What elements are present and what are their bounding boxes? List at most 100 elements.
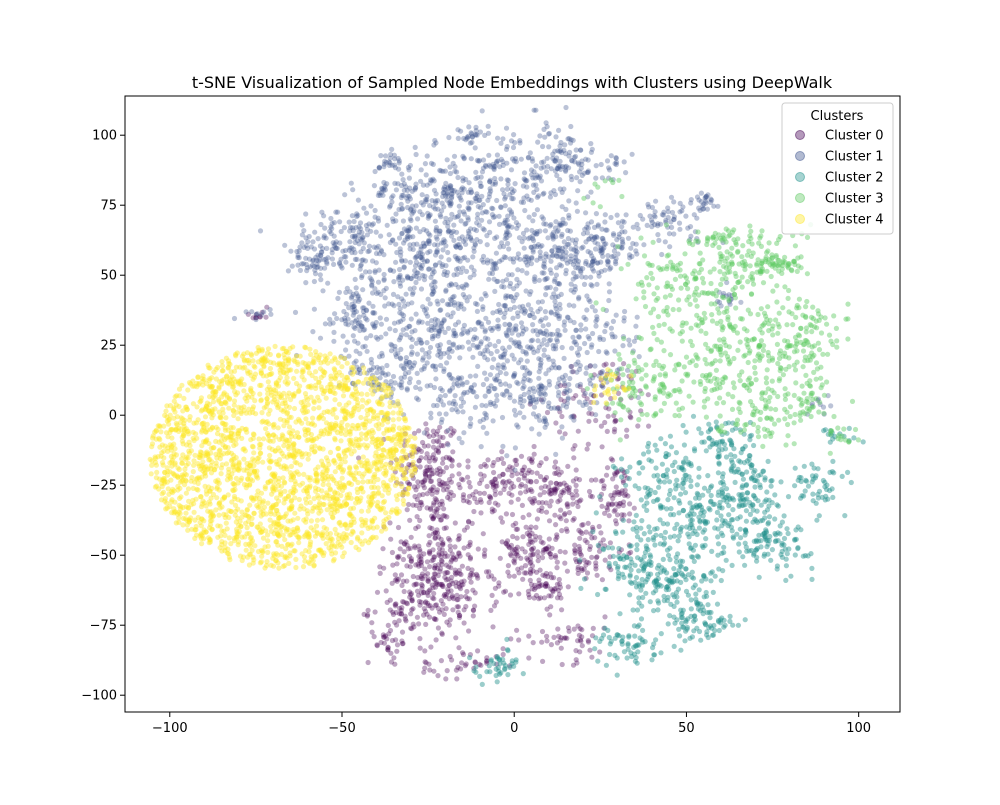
data-point (339, 317, 345, 323)
data-point (377, 192, 383, 198)
data-point (486, 663, 492, 669)
data-point (583, 258, 589, 265)
data-point (627, 342, 633, 348)
data-point (539, 639, 545, 645)
data-point (443, 577, 449, 583)
data-point (437, 568, 443, 575)
data-point (447, 203, 453, 209)
data-point (538, 539, 544, 545)
data-point (719, 294, 726, 300)
data-point (562, 142, 568, 148)
data-point (410, 573, 416, 580)
data-point (569, 345, 575, 351)
data-point (426, 542, 432, 548)
data-point (361, 240, 367, 246)
data-point (751, 493, 757, 499)
data-point (399, 231, 405, 237)
data-point (552, 299, 558, 305)
data-point (540, 323, 546, 329)
data-point (399, 192, 405, 198)
data-point (558, 166, 564, 172)
data-point (599, 444, 605, 450)
data-point (429, 558, 435, 564)
data-point (554, 559, 560, 565)
data-point (384, 181, 390, 187)
data-point (732, 284, 738, 291)
data-point (571, 626, 577, 632)
data-point (481, 473, 487, 479)
data-point (310, 257, 316, 263)
data-point (694, 285, 700, 291)
data-point (543, 292, 549, 298)
data-point (622, 487, 628, 493)
data-point (532, 278, 538, 284)
data-point (496, 580, 502, 586)
data-point (352, 338, 358, 344)
data-point (602, 219, 608, 225)
data-point (374, 642, 380, 648)
data-point (735, 279, 741, 285)
data-point (633, 296, 639, 302)
data-point (615, 390, 622, 396)
data-point (444, 619, 450, 625)
data-point (591, 393, 597, 399)
data-point (625, 642, 631, 648)
data-point (525, 302, 532, 308)
data-point (417, 229, 423, 235)
data-point (717, 337, 723, 343)
data-point (548, 258, 554, 264)
data-point (491, 459, 497, 466)
data-point (612, 426, 618, 432)
data-point (416, 275, 422, 281)
data-point (794, 268, 800, 274)
data-point (410, 209, 416, 215)
data-point (691, 628, 697, 634)
data-point (809, 565, 815, 572)
data-point (314, 261, 320, 267)
data-point (728, 524, 735, 530)
data-point (446, 200, 452, 206)
data-point (676, 498, 682, 504)
data-point (525, 478, 531, 484)
data-point (645, 449, 652, 455)
data-point (558, 291, 564, 297)
data-point (417, 505, 423, 512)
data-point (426, 473, 432, 479)
data-point (604, 371, 610, 377)
data-point (707, 615, 713, 621)
data-point (582, 340, 588, 347)
data-point (486, 574, 492, 580)
data-point (480, 531, 486, 537)
data-point (548, 642, 555, 648)
data-point (522, 570, 528, 576)
data-point (433, 616, 439, 623)
data-point (739, 284, 745, 290)
data-point (477, 490, 483, 496)
data-point (656, 484, 662, 490)
data-point (653, 465, 659, 471)
data-point (616, 234, 622, 240)
data-point (610, 476, 616, 482)
data-point (321, 213, 327, 219)
data-point (390, 216, 396, 222)
data-point (593, 300, 599, 306)
data-point (414, 370, 420, 376)
data-point (403, 618, 409, 624)
data-point (705, 634, 711, 641)
data-point (502, 196, 508, 202)
data-point (482, 354, 488, 360)
data-point (521, 170, 528, 176)
data-point (407, 376, 413, 382)
data-point (492, 492, 498, 498)
data-point (636, 622, 642, 628)
data-point (723, 486, 730, 492)
data-point (557, 245, 563, 251)
data-point (370, 258, 376, 264)
data-point (423, 421, 429, 427)
data-point (456, 584, 463, 590)
data-point (420, 576, 426, 582)
data-point (585, 194, 591, 200)
data-point (578, 327, 584, 333)
data-point (434, 509, 440, 515)
data-point (429, 513, 435, 519)
